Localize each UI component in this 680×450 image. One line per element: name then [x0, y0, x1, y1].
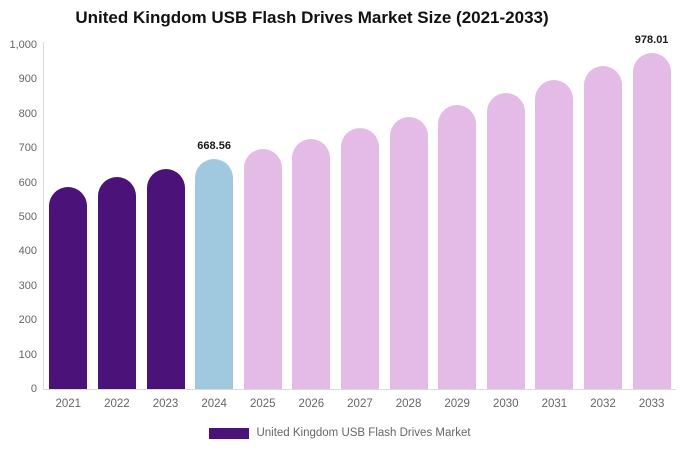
bar-slot-2025 — [238, 45, 287, 389]
y-axis-tick-label: 600 — [18, 176, 37, 189]
y-axis-tick-label: 300 — [18, 279, 37, 292]
bar-slot-2022 — [93, 45, 142, 389]
bar-2024[interactable] — [195, 159, 234, 389]
legend-item[interactable]: United Kingdom USB Flash Drives Market — [0, 427, 680, 439]
bar-2032[interactable] — [584, 66, 622, 389]
y-axis-tick-label: 500 — [18, 211, 37, 223]
bar-2033[interactable] — [632, 52, 671, 389]
bar-slot-2031 — [530, 45, 579, 389]
y-axis-tick-label: 1,000 — [9, 39, 37, 51]
bar-value-label-2033: 978.01 — [634, 33, 669, 46]
x-axis-label-2022: 2022 — [104, 398, 130, 410]
y-axis-tick-label: 0 — [30, 383, 37, 395]
bar-2027[interactable] — [340, 127, 379, 389]
chart-title: United Kingdom USB Flash Drives Market S… — [75, 8, 549, 27]
x-axis-label-2025: 2025 — [249, 398, 276, 410]
bar-2022[interactable] — [97, 177, 136, 389]
x-axis-label-2024: 2024 — [201, 398, 227, 410]
x-axis-label-2026: 2026 — [298, 398, 325, 410]
x-axis-label-2021: 2021 — [55, 398, 82, 410]
x-axis-label-2028: 2028 — [395, 398, 422, 410]
x-axis-label-2027: 2027 — [347, 398, 373, 410]
bar-slot-2024: 668.56 — [190, 45, 239, 389]
y-axis-tick-label: 200 — [18, 314, 37, 327]
bar-2028[interactable] — [389, 116, 428, 389]
bar-slot-2023 — [141, 45, 190, 389]
x-axis-label-2031: 2031 — [541, 398, 568, 410]
bar-2029[interactable] — [438, 104, 477, 389]
bar-slot-2026 — [287, 45, 336, 389]
x-axis-labels: 2021 2022 2023 2024 2025 2026 2027 2028 2029 2030… — [44, 398, 676, 410]
y-axis-tick-label: 700 — [18, 142, 37, 155]
bar-2031[interactable] — [535, 79, 574, 389]
x-axis-label-2029: 2029 — [444, 398, 470, 410]
bar-2025[interactable] — [243, 149, 282, 389]
y-axis-tick-label: 400 — [18, 245, 37, 258]
bar-2030[interactable] — [486, 92, 525, 389]
bar-slot-2021 — [44, 45, 93, 389]
bar-slot-2027 — [336, 45, 385, 389]
x-axis-label-2023: 2023 — [152, 398, 179, 410]
bar-2021[interactable] — [49, 186, 88, 389]
bar-slot-2028 — [384, 45, 433, 389]
x-axis-label-2033: 2033 — [638, 398, 665, 410]
bar-slot-2030 — [481, 45, 530, 389]
bar-slot-2032 — [579, 45, 628, 389]
bar-slot-2033: 978.01 — [627, 34, 676, 389]
x-axis-label-2032: 2032 — [590, 398, 616, 410]
bar-value-label-2024: 668.56 — [197, 140, 231, 152]
bars-container: 668.56 978.01 — [44, 34, 676, 389]
bar-slot-2029 — [433, 45, 482, 389]
legend-label: United Kingdom USB Flash Drives Market — [256, 427, 471, 439]
y-axis-line — [43, 42, 44, 389]
bar-2026[interactable] — [292, 138, 331, 389]
bar-2023[interactable] — [146, 168, 185, 389]
x-axis-label-2030: 2030 — [492, 398, 519, 410]
y-axis-tick-label: 900 — [18, 73, 37, 86]
y-axis-tick-label: 800 — [18, 107, 37, 120]
legend-swatch — [209, 427, 250, 439]
y-axis-tick-label: 100 — [18, 348, 37, 361]
x-axis-line — [43, 389, 676, 390]
